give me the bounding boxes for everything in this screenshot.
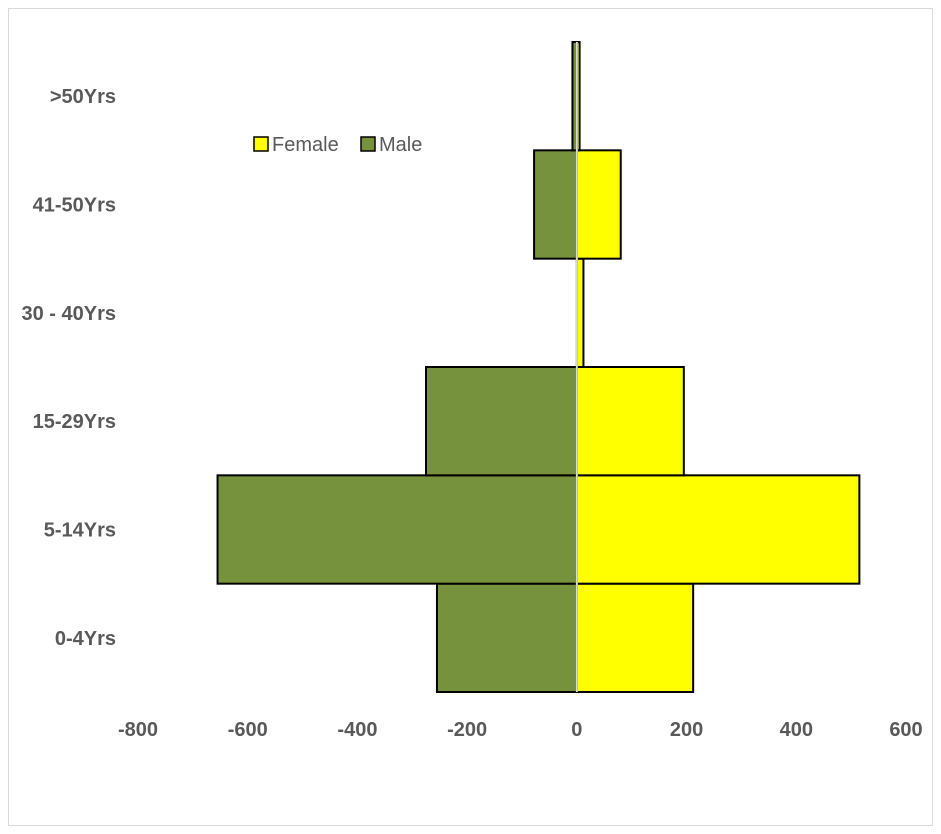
y-tick-label: >50Yrs	[50, 86, 116, 108]
bar-female-1	[575, 474, 861, 585]
legend: Female Male	[253, 134, 422, 156]
x-tick-label: -200	[447, 719, 487, 741]
x-tick-label: -400	[337, 719, 377, 741]
bar-female-2	[575, 366, 685, 477]
y-tick-label: 5-14Yrs	[44, 520, 116, 542]
x-tick-label: -600	[228, 719, 268, 741]
legend-swatch-male	[360, 136, 376, 152]
y-tick-label: 41-50Yrs	[33, 195, 116, 217]
x-tick-label: -800	[118, 719, 158, 741]
x-tick-label: 200	[670, 719, 703, 741]
bar-male-4	[533, 149, 578, 260]
bars-group	[216, 41, 861, 694]
x-tick-label: 0	[571, 719, 582, 741]
x-tick-label: 400	[780, 719, 813, 741]
y-tick-label: 15-29Yrs	[33, 411, 116, 433]
x-axis-labels: -800 -600 -400 -200 0 200 400 600	[118, 719, 923, 741]
legend-swatch-female	[253, 136, 269, 152]
legend-label-male: Male	[379, 134, 422, 156]
y-tick-label: 30 - 40Yrs	[21, 303, 116, 325]
bar-male-1	[216, 474, 578, 585]
legend-label-female: Female	[272, 134, 339, 156]
bar-female-0	[575, 582, 695, 694]
bar-male-2	[425, 366, 578, 477]
bar-male-0	[435, 582, 578, 694]
x-tick-label: 600	[889, 719, 922, 741]
y-axis-labels: 0-4Yrs 5-14Yrs 15-29Yrs 30 - 40Yrs 41-50Yrs >…	[21, 86, 116, 650]
y-tick-label: 0-4Yrs	[55, 628, 116, 650]
bar-female-4	[575, 149, 622, 260]
